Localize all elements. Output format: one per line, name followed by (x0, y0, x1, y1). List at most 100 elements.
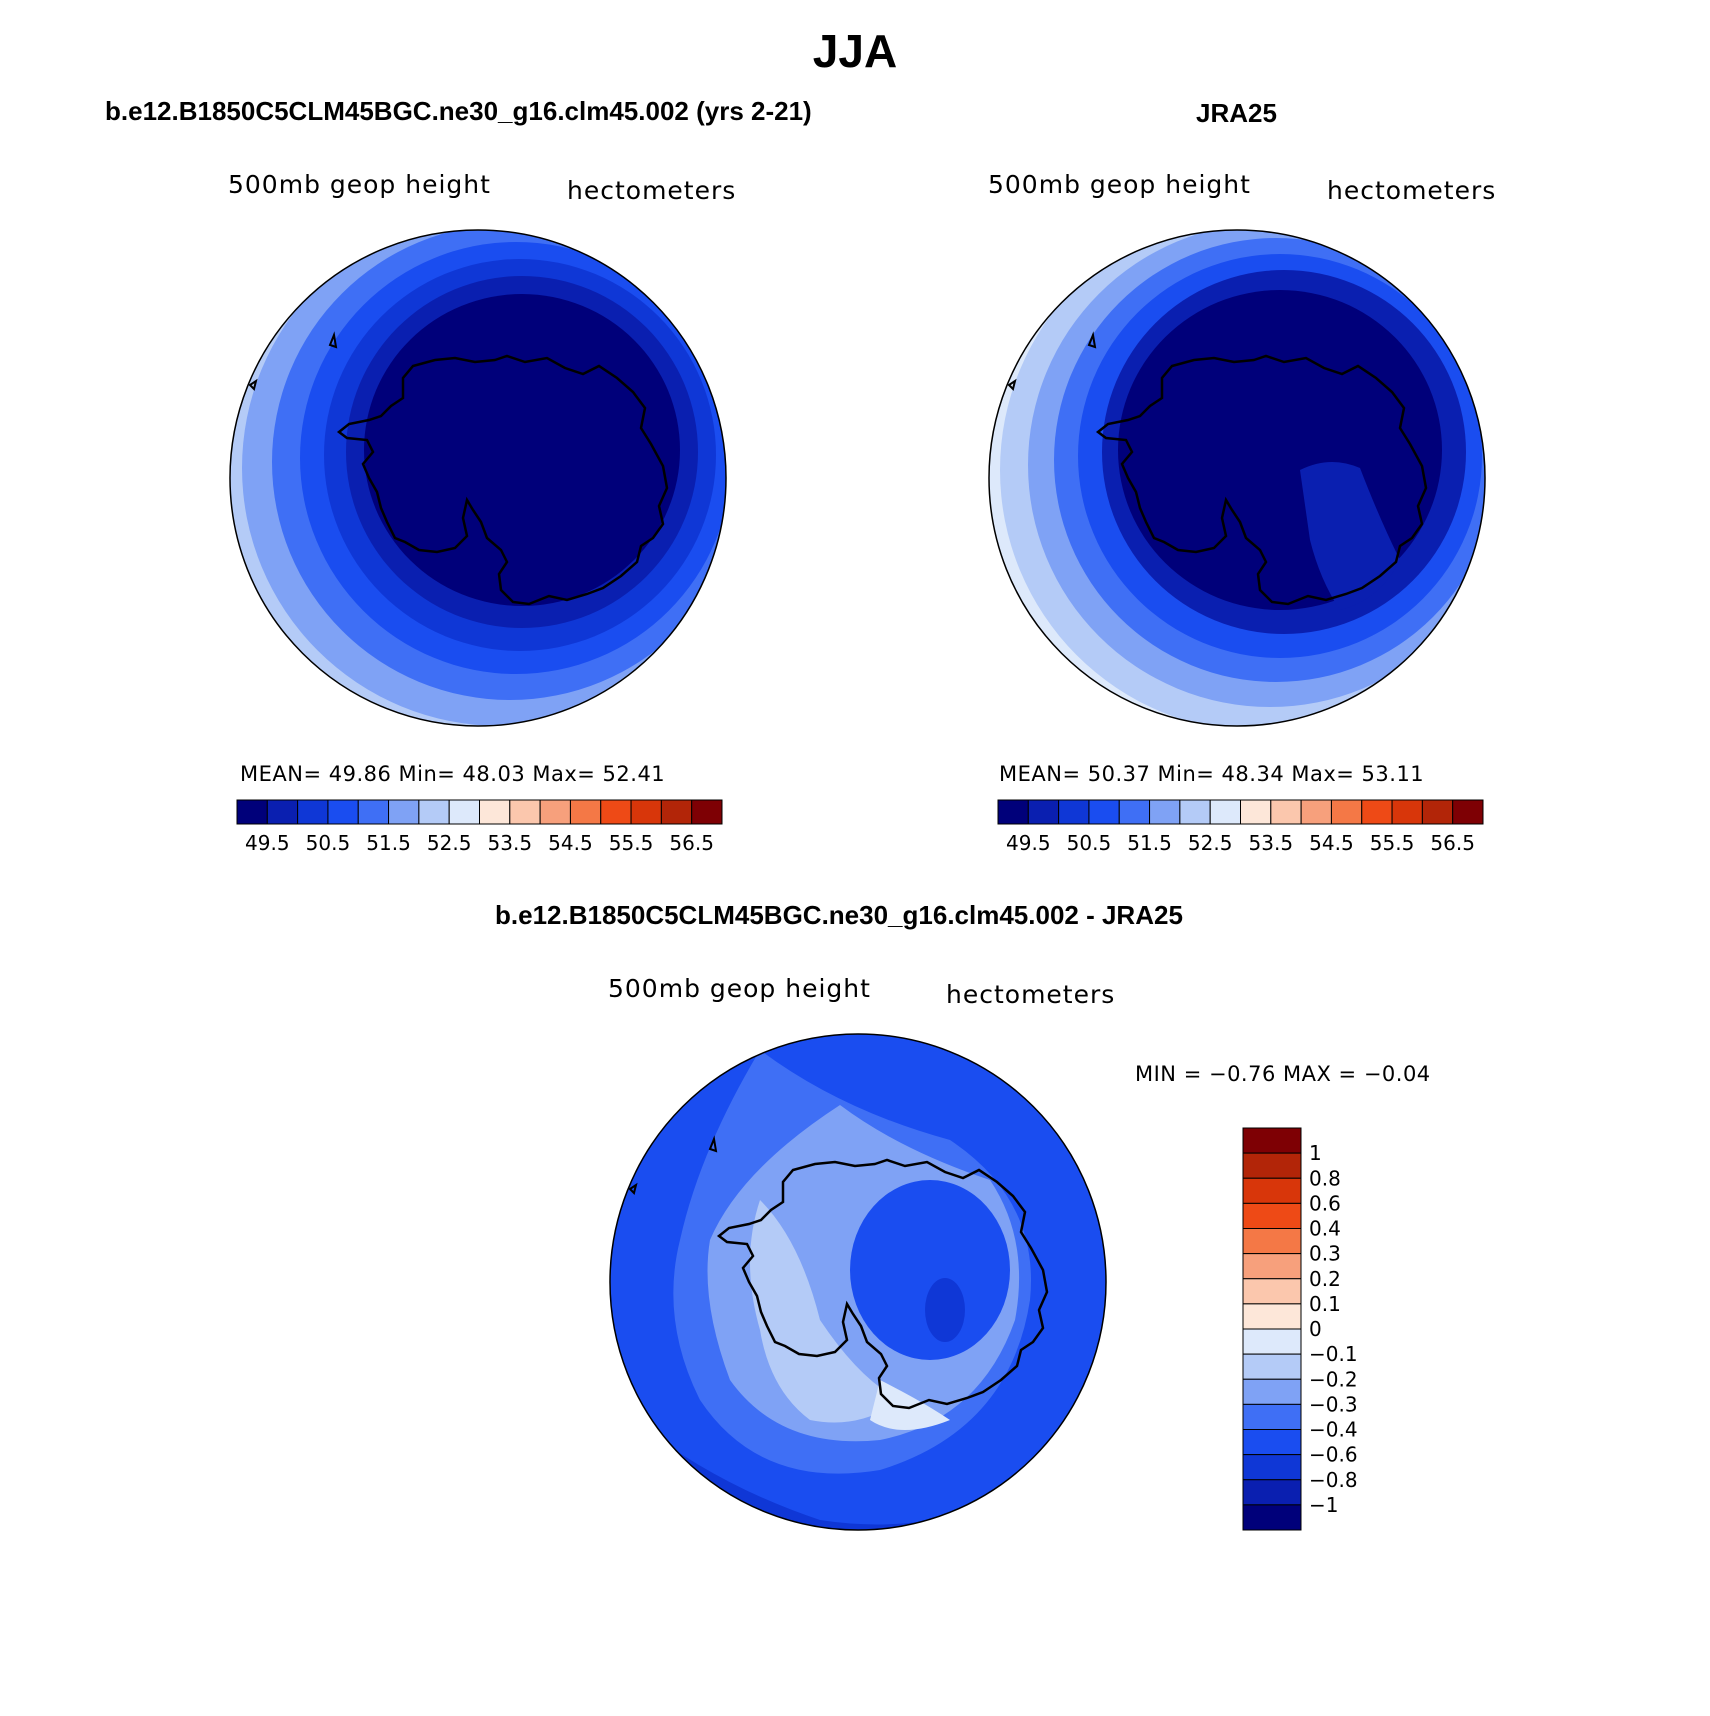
colorbar-swatch (1242, 1454, 1302, 1481)
colorbar-tick-label: 1 (1309, 1141, 1322, 1165)
obs-units-label: hectometers (1327, 176, 1497, 205)
colorbar-swatch (1330, 799, 1363, 825)
colorbar-swatch (1242, 1202, 1302, 1229)
colorbar-swatch (509, 799, 541, 825)
colorbar-swatch (1149, 799, 1181, 825)
colorbar-swatch (691, 799, 723, 825)
colorbar-tick-label: −0.4 (1309, 1418, 1358, 1442)
colorbar-tick-label: 0 (1309, 1317, 1322, 1341)
colorbar-tick-label: 49.5 (245, 831, 290, 855)
colorbar-tick-label: 0.2 (1309, 1267, 1341, 1291)
colorbar-swatch (1391, 799, 1423, 825)
model-units-label: hectometers (567, 176, 737, 205)
colorbar-swatch (236, 799, 268, 825)
colorbar-tick-label: 0.1 (1309, 1292, 1341, 1316)
colorbar-swatch (1421, 799, 1454, 825)
colorbar-swatch (1242, 1278, 1302, 1305)
colorbar-swatch (1027, 799, 1060, 825)
colorbar-swatch (1088, 799, 1120, 825)
diff-units-label: hectometers (946, 980, 1116, 1009)
colorbar-tick-label: 0.4 (1309, 1217, 1341, 1241)
colorbar-tick-label: −0.6 (1309, 1443, 1358, 1467)
diff-field-label: 500mb geop height (608, 974, 871, 1003)
diff-map-outline (609, 1033, 1107, 1531)
colorbar-tick-label: −0.3 (1309, 1392, 1358, 1416)
colorbar-swatch (266, 799, 299, 825)
colorbar-swatch (1270, 799, 1302, 825)
colorbar-tick-label: 51.5 (1127, 831, 1172, 855)
colorbar-swatch (297, 799, 329, 825)
colorbar-swatch (1240, 799, 1272, 825)
colorbar-swatch (1242, 1177, 1302, 1204)
colorbar-swatch (1242, 1303, 1302, 1330)
colorbar-swatch (1242, 1152, 1302, 1179)
colorbar-swatch (1300, 799, 1332, 825)
diff-map (610, 1034, 1106, 1530)
model-map-outline (229, 229, 727, 727)
colorbar-swatch (660, 799, 693, 825)
diff-panel-title: b.e12.B1850C5CLM45BGC.ne30_g16.clm45.002… (495, 900, 1183, 930)
colorbar-tick-label: 55.5 (609, 831, 654, 855)
colorbar-tick-label: 50.5 (306, 831, 351, 855)
obs-map (989, 230, 1485, 726)
colorbar-swatch (1242, 1353, 1302, 1380)
obs-stats: MEAN= 50.37 Min= 48.34 Max= 53.11 (999, 762, 1425, 786)
colorbar-tick-label: 53.5 (1249, 831, 1294, 855)
colorbar-swatch (1361, 799, 1393, 825)
colorbar-swatch (448, 799, 480, 825)
model-colorbar: 49.5 50.5 51.5 52.5 53.5 54.5 55.5 56.5 (236, 799, 723, 855)
obs-map-outline (988, 229, 1486, 727)
colorbar-tick-label: 49.5 (1006, 831, 1051, 855)
colorbar-swatch (600, 799, 632, 825)
colorbar-swatch (1242, 1429, 1302, 1456)
colorbar-tick-label: 54.5 (1309, 831, 1354, 855)
colorbar-tick-label: 50.5 (1067, 831, 1112, 855)
model-map (230, 230, 726, 726)
colorbar-swatch (1242, 1378, 1302, 1405)
colorbar-swatch (479, 799, 511, 825)
model-field-label: 500mb geop height (228, 170, 491, 199)
colorbar-tick-label: −0.2 (1309, 1367, 1358, 1391)
colorbar-swatch (1209, 799, 1241, 825)
colorbar-tick-label: 0.8 (1309, 1166, 1341, 1190)
colorbar-swatch (1118, 799, 1151, 825)
colorbar-tick-label: 56.5 (669, 831, 714, 855)
colorbar-tick-label: −0.1 (1309, 1342, 1358, 1366)
colorbar-swatch (1242, 1228, 1302, 1255)
colorbar-tick-label: −0.8 (1309, 1468, 1358, 1492)
colorbar-tick-label: 0.6 (1309, 1191, 1341, 1215)
colorbar-swatch (1058, 799, 1090, 825)
colorbar-swatch (357, 799, 390, 825)
colorbar-swatch (327, 799, 359, 825)
colorbar-swatch (388, 799, 420, 825)
obs-colorbar: 49.5 50.5 51.5 52.5 53.5 54.5 55.5 56.5 (997, 799, 1484, 855)
colorbar-tick-label: 52.5 (1188, 831, 1233, 855)
colorbar-tick-label: 55.5 (1370, 831, 1415, 855)
colorbar-tick-label: 0.3 (1309, 1242, 1341, 1266)
colorbar-tick-label: 52.5 (427, 831, 472, 855)
colorbar-tick-label: 56.5 (1430, 831, 1475, 855)
colorbar-swatch (1452, 799, 1484, 825)
obs-field-label: 500mb geop height (988, 170, 1251, 199)
colorbar-swatch (539, 799, 571, 825)
colorbar-swatch (1242, 1403, 1302, 1430)
colorbar-swatch (569, 799, 602, 825)
colorbar-tick-label: 54.5 (548, 831, 593, 855)
colorbar-swatch (630, 799, 662, 825)
obs-panel-title: JRA25 (1196, 98, 1277, 128)
colorbar-tick-label: 53.5 (488, 831, 533, 855)
colorbar-swatch (418, 799, 450, 825)
colorbar-tick-label: −1 (1309, 1493, 1338, 1517)
colorbar-swatch (1242, 1479, 1302, 1506)
colorbar-swatch (1242, 1127, 1302, 1154)
colorbar-tick-label: 51.5 (366, 831, 411, 855)
diff-minmax: MIN = −0.76 MAX = −0.04 (1135, 1062, 1431, 1086)
colorbar-swatch (1242, 1253, 1302, 1280)
figure-title: JJA (812, 25, 898, 77)
colorbar-swatch (997, 799, 1029, 825)
colorbar-swatch (1242, 1328, 1302, 1355)
colorbar-swatch (1242, 1504, 1302, 1531)
model-panel-title: b.e12.B1850C5CLM45BGC.ne30_g16.clm45.002… (105, 96, 812, 126)
model-stats: MEAN= 49.86 Min= 48.03 Max= 52.41 (240, 762, 666, 786)
